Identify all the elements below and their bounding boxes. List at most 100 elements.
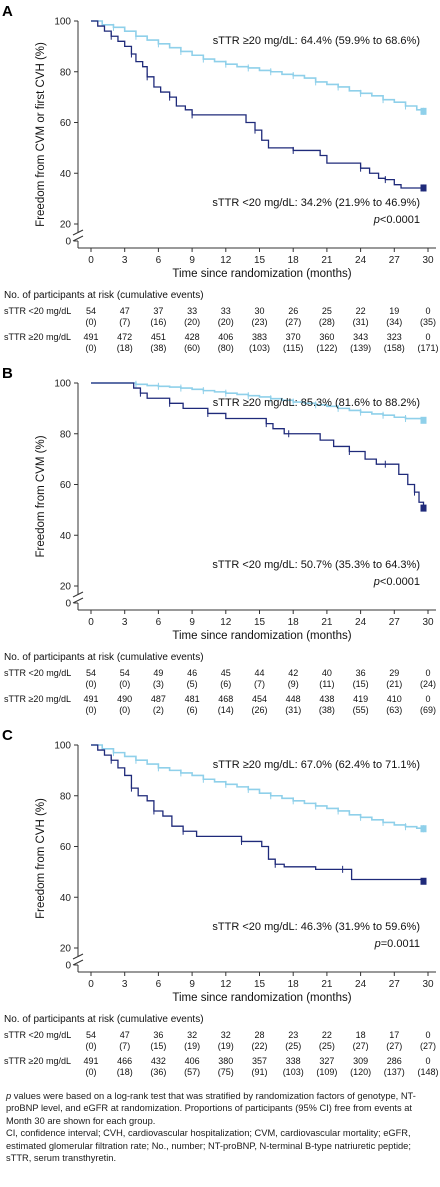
x-tick-label: 12 [220, 979, 232, 990]
risk-events: (18) [117, 343, 133, 353]
y-tick-label: 80 [60, 429, 72, 440]
risk-events: (80) [218, 343, 234, 353]
axis-break-mark [72, 591, 84, 598]
risk-events: (25) [285, 1041, 301, 1051]
x-tick-label: 18 [288, 255, 300, 266]
risk-events: (0) [86, 343, 97, 353]
axis-break-mark [72, 597, 84, 604]
risk-table: No. of participants at risk (cumulative … [4, 652, 436, 715]
risk-events: (91) [251, 1067, 267, 1077]
risk-count: 29 [389, 668, 399, 678]
y-tick-label: 0 [65, 599, 71, 610]
axis-break-mark [72, 953, 84, 960]
p-value: p=0.0011 [374, 938, 420, 950]
risk-events: (34) [386, 317, 402, 327]
panel-letter: C [2, 727, 13, 744]
risk-count: 360 [319, 332, 334, 342]
km-panel-c: C 20 40 60 80 100 0 0 3 6 9 12 15 18 21 24 27 30 Time sinc… [0, 724, 440, 1077]
risk-events: (0) [119, 679, 130, 689]
x-tick-label: 3 [122, 617, 128, 628]
risk-count: 428 [185, 332, 200, 342]
x-tick-label: 30 [422, 979, 434, 990]
risk-count: 0 [425, 1056, 430, 1066]
y-tick-label: 100 [54, 741, 71, 752]
risk-events: (15) [150, 1041, 166, 1051]
risk-count: 25 [322, 306, 332, 316]
km-panel-a: A 20 40 60 80 100 0 0 3 6 9 12 15 18 21 24 27 30 Time sinc… [0, 0, 440, 353]
x-tick-label: 12 [220, 255, 232, 266]
risk-events: (27) [420, 1041, 436, 1051]
risk-events: (69) [420, 705, 436, 715]
risk-events: (19) [184, 1041, 200, 1051]
km-plot: B 20 40 60 80 100 0 0 3 6 9 12 15 18 21 24 27 30 Time sinc… [2, 365, 436, 642]
risk-count: 37 [153, 306, 163, 316]
risk-count: 343 [353, 332, 368, 342]
x-tick-label: 18 [288, 617, 300, 628]
risk-events: (137) [384, 1067, 405, 1077]
x-tick-label: 0 [88, 979, 94, 990]
risk-table: No. of participants at risk (cumulative … [4, 290, 439, 353]
risk-row-label: sTTR <20 mg/dL [4, 668, 71, 678]
risk-count: 490 [117, 694, 132, 704]
risk-events: (0) [119, 705, 130, 715]
end-marker [420, 877, 427, 885]
risk-count: 410 [387, 694, 402, 704]
x-tick-label: 0 [88, 255, 94, 266]
risk-events: (24) [420, 679, 436, 689]
risk-count: 32 [221, 1030, 231, 1040]
risk-count: 481 [185, 694, 200, 704]
p-value: p<0.0001 [373, 576, 420, 588]
x-tick-label: 0 [88, 617, 94, 628]
risk-count: 46 [187, 668, 197, 678]
p-value: p<0.0001 [373, 214, 420, 226]
y-tick-label: 80 [60, 791, 72, 802]
risk-events: (31) [285, 705, 301, 715]
y-tick-label: 60 [60, 118, 72, 129]
risk-events: (14) [218, 705, 234, 715]
x-tick-label: 24 [355, 617, 367, 628]
risk-events: (25) [319, 1041, 335, 1051]
risk-row-label: sTTR <20 mg/dL [4, 306, 71, 316]
risk-events: (27) [386, 1041, 402, 1051]
risk-events: (7) [119, 1041, 130, 1051]
risk-count: 432 [151, 1056, 166, 1066]
risk-count: 54 [86, 306, 96, 316]
x-tick-label: 24 [355, 979, 367, 990]
risk-table-title: No. of participants at risk (cumulative … [4, 290, 204, 301]
risk-row-label: sTTR ≥20 mg/dL [4, 332, 71, 342]
risk-count: 438 [319, 694, 334, 704]
x-tick-label: 6 [156, 979, 162, 990]
risk-events: (19) [218, 1041, 234, 1051]
risk-count: 45 [221, 668, 231, 678]
risk-table-title: No. of participants at risk (cumulative … [4, 1014, 204, 1025]
risk-count: 32 [187, 1030, 197, 1040]
axis-break-mark [72, 959, 84, 966]
risk-count: 327 [319, 1056, 334, 1066]
footnote-pvalues: p values were based on a log-rank test t… [6, 1091, 416, 1126]
end-marker [420, 416, 427, 424]
risk-events: (15) [353, 679, 369, 689]
risk-count: 448 [286, 694, 301, 704]
y-tick-label: 40 [60, 531, 72, 542]
km-plot: A 20 40 60 80 100 0 0 3 6 9 12 15 18 21 24 27 30 Time sinc… [2, 3, 436, 280]
risk-count: 40 [322, 668, 332, 678]
risk-events: (0) [86, 1041, 97, 1051]
x-tick-label: 30 [422, 255, 434, 266]
y-axis-label: Freedom from CVM (%) [35, 435, 47, 557]
annotation-low: sTTR <20 mg/dL: 50.7% (35.3% to 64.3%) [212, 559, 420, 571]
end-marker [420, 825, 427, 833]
risk-count: 0 [425, 306, 430, 316]
risk-count: 406 [185, 1056, 200, 1066]
y-tick-label: 40 [60, 169, 72, 180]
x-tick-label: 6 [156, 255, 162, 266]
risk-events: (36) [150, 1067, 166, 1077]
risk-events: (22) [251, 1041, 267, 1051]
y-tick-label: 40 [60, 893, 72, 904]
risk-events: (21) [386, 679, 402, 689]
risk-events: (0) [86, 317, 97, 327]
risk-count: 383 [252, 332, 267, 342]
risk-events: (9) [288, 679, 299, 689]
risk-events: (31) [353, 317, 369, 327]
y-tick-label: 80 [60, 67, 72, 78]
risk-events: (115) [283, 343, 303, 353]
